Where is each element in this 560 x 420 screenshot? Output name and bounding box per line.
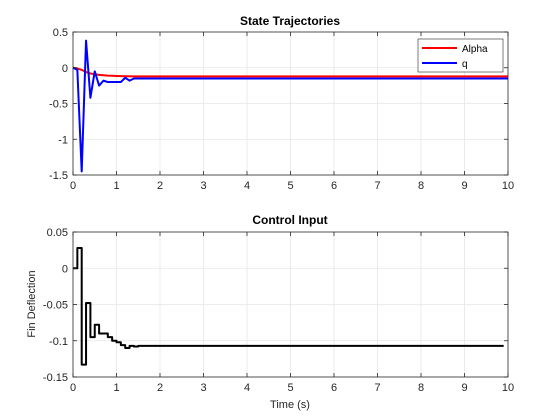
grid bbox=[73, 232, 508, 377]
ticks: 0 1 2 3 4 5 6 7 8 9 10 -1.5 -1 -0.5 0 0.5 bbox=[49, 27, 514, 192]
x-tick-label: 8 bbox=[418, 180, 424, 192]
x-tick-label: 1 bbox=[113, 382, 119, 394]
x-tick-label: 6 bbox=[331, 382, 337, 394]
x-tick-label: 4 bbox=[244, 382, 250, 394]
x-axis-label: Time (s) bbox=[270, 399, 310, 411]
x-tick-label: 0 bbox=[70, 382, 76, 394]
y-tick-label: 0 bbox=[62, 263, 68, 275]
series-layer bbox=[73, 246, 504, 366]
legend-box bbox=[417, 38, 504, 73]
y-tick-label: -0.5 bbox=[49, 99, 68, 111]
series-line-q bbox=[72, 39, 508, 173]
y-axis-label: Fin Deflection bbox=[26, 270, 38, 337]
legend-label-alpha: Alpha bbox=[462, 44, 488, 55]
y-tick-label: -0.15 bbox=[43, 372, 68, 384]
state-trajectories-plot: 0 1 2 3 4 5 6 7 8 9 10 -1.5 -1 -0.5 0 0.5 State Traject… bbox=[49, 14, 514, 192]
y-tick-label: -0.1 bbox=[49, 336, 68, 348]
chart-title: Control Input bbox=[252, 213, 327, 227]
chart-title: State Trajectories bbox=[240, 14, 340, 28]
series-line-fin-deflection bbox=[73, 246, 504, 366]
x-tick-label: 8 bbox=[418, 382, 424, 394]
grid bbox=[73, 32, 508, 175]
series-layer bbox=[72, 39, 508, 173]
y-tick-label: 0 bbox=[62, 63, 68, 75]
x-tick-label: 7 bbox=[374, 382, 380, 394]
legend-label-q: q bbox=[462, 59, 468, 70]
ticks: 0 1 2 3 4 5 6 7 8 9 10 -0.15 -0.1 -0.05 0 0.05 bbox=[43, 227, 514, 394]
x-tick-label: 4 bbox=[244, 180, 250, 192]
x-tick-label: 1 bbox=[113, 180, 119, 192]
x-tick-label: 2 bbox=[157, 382, 163, 394]
y-tick-label: -0.05 bbox=[43, 300, 68, 312]
x-tick-label: 5 bbox=[287, 180, 293, 192]
x-tick-label: 3 bbox=[200, 180, 206, 192]
x-tick-label: 10 bbox=[502, 180, 514, 192]
y-tick-label: 0.05 bbox=[47, 227, 68, 239]
x-tick-label: 3 bbox=[200, 382, 206, 394]
x-tick-label: 5 bbox=[287, 382, 293, 394]
y-tick-label: 0.5 bbox=[53, 27, 68, 39]
x-tick-label: 10 bbox=[502, 382, 514, 394]
y-tick-label: -1.5 bbox=[49, 170, 68, 182]
legend: Alpha q bbox=[417, 38, 504, 73]
x-tick-label: 9 bbox=[461, 382, 467, 394]
x-tick-label: 0 bbox=[70, 180, 76, 192]
x-tick-label: 2 bbox=[157, 180, 163, 192]
control-input-plot: 0 1 2 3 4 5 6 7 8 9 10 -0.15 -0.1 -0.05 0 0.05 Control … bbox=[26, 213, 514, 411]
y-tick-label: -1 bbox=[58, 134, 68, 146]
x-tick-label: 9 bbox=[461, 180, 467, 192]
x-tick-label: 6 bbox=[331, 180, 337, 192]
x-tick-label: 7 bbox=[374, 180, 380, 192]
